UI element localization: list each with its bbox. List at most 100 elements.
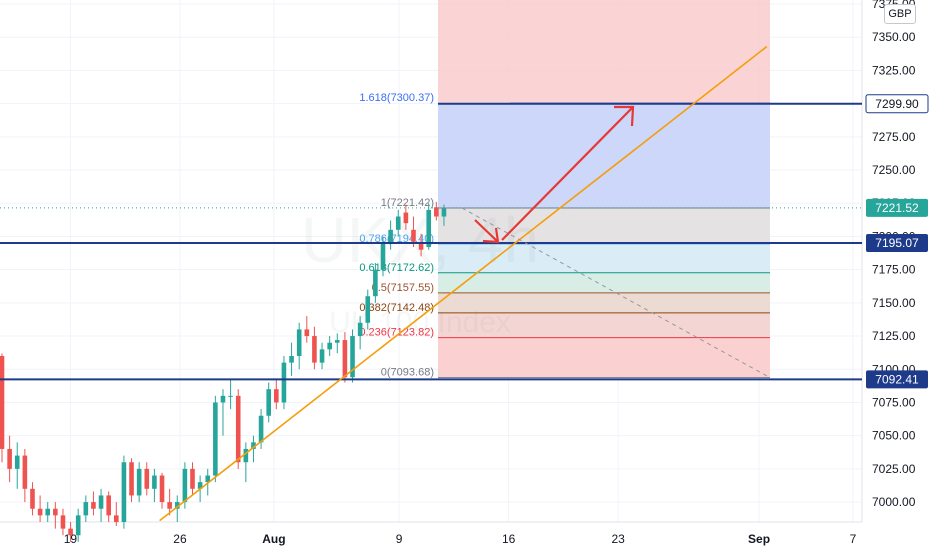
candle-body bbox=[197, 482, 203, 489]
candle-body bbox=[98, 495, 104, 509]
candle-body bbox=[91, 502, 96, 509]
fib-zones bbox=[438, 0, 770, 378]
y-tick-label: 7050.00 bbox=[872, 429, 916, 443]
candle-body bbox=[159, 475, 165, 503]
candle-body bbox=[68, 528, 73, 536]
x-tick-label: Sep bbox=[748, 532, 770, 546]
y-tick-label: 7325.00 bbox=[872, 63, 916, 77]
arrow-down-path bbox=[474, 219, 498, 242]
y-tick-label: 7025.00 bbox=[872, 462, 916, 476]
candle-body bbox=[373, 269, 378, 297]
candle-body bbox=[426, 209, 432, 248]
y-tick-label: 7150.00 bbox=[872, 296, 916, 310]
price-tag-7092-text: 7092.41 bbox=[875, 372, 919, 386]
candle-body bbox=[441, 208, 447, 217]
candle-body bbox=[365, 296, 371, 323]
candle-body bbox=[75, 515, 81, 536]
fib-band bbox=[438, 337, 770, 378]
x-tick-label: 19 bbox=[64, 532, 78, 546]
candle-body bbox=[182, 468, 188, 503]
fib-band bbox=[438, 272, 770, 293]
y-tick-label: 7075.00 bbox=[872, 395, 916, 409]
candle-body bbox=[228, 395, 233, 397]
x-tick-label: Aug bbox=[262, 532, 285, 546]
y-tick-label: 7125.00 bbox=[872, 329, 916, 343]
candle-body bbox=[136, 468, 142, 496]
candle-body bbox=[258, 415, 264, 443]
candle-body bbox=[45, 508, 51, 516]
price-tag-last-text: 7221.52 bbox=[875, 201, 919, 215]
candle-body bbox=[205, 475, 211, 483]
candle-body bbox=[0, 355, 5, 449]
y-tick-label: 7275.00 bbox=[872, 130, 916, 144]
x-tick-label: 9 bbox=[396, 532, 403, 546]
candle-body bbox=[418, 241, 424, 250]
y-tick-label: 7000.00 bbox=[872, 495, 916, 509]
drawn-lines[interactable] bbox=[0, 45, 862, 522]
price-tag-7092-bg bbox=[866, 370, 928, 389]
price-tag-7299-border bbox=[865, 94, 929, 114]
price-axis[interactable]: 7000.007025.007050.007075.007100.007125.… bbox=[865, 0, 929, 509]
y-tick-label: 7350.00 bbox=[872, 30, 916, 44]
fib-label: 0.618(7172.62) bbox=[359, 262, 434, 274]
x-tick-label: 16 bbox=[502, 532, 516, 546]
candle-body bbox=[289, 355, 294, 363]
x-tick-label: 7 bbox=[850, 532, 857, 546]
x-tick-label: 26 bbox=[173, 532, 187, 546]
currency-label: GBP bbox=[888, 8, 912, 20]
candle-body bbox=[296, 329, 302, 356]
currency-badge[interactable]: GBP bbox=[884, 4, 916, 24]
candle-body bbox=[220, 395, 226, 403]
watermark: UKX, 4h UK 100 Index bbox=[301, 204, 539, 339]
fib-label: 1(7221.42) bbox=[381, 197, 434, 209]
candle-body bbox=[274, 389, 279, 403]
candle-body bbox=[403, 212, 409, 224]
candle-body bbox=[350, 336, 355, 378]
arrow-down-head bbox=[482, 227, 500, 244]
time-axis[interactable]: 19 26 Aug 9 16 23 Sep 7 bbox=[64, 532, 857, 546]
price-tag-7195-bg bbox=[866, 233, 928, 252]
candle-body bbox=[129, 462, 134, 496]
target-zone bbox=[438, 103, 770, 208]
candle-body bbox=[7, 448, 12, 469]
watermark-symbol: UKX, 4h bbox=[301, 204, 539, 276]
candle-body bbox=[37, 508, 43, 516]
candle-body bbox=[251, 442, 256, 449]
candle-body bbox=[319, 349, 325, 363]
arrow-up-head bbox=[614, 105, 635, 127]
candle-body bbox=[60, 515, 66, 529]
fib-label: 0(7093.68) bbox=[381, 367, 434, 379]
price-tag-7195-text: 7195.07 bbox=[875, 236, 919, 250]
candle-body bbox=[235, 395, 241, 463]
candle-body bbox=[14, 455, 20, 469]
x-tick-label: 23 bbox=[611, 532, 625, 546]
candle-body bbox=[190, 468, 195, 489]
candle-body bbox=[395, 216, 401, 230]
candle-body bbox=[53, 508, 58, 516]
candle-body bbox=[334, 340, 340, 343]
candle-body bbox=[312, 336, 317, 363]
candle-body bbox=[327, 342, 332, 350]
candle-body bbox=[266, 389, 271, 416]
candle-body bbox=[357, 322, 363, 337]
fib-label: 1.618(7300.37) bbox=[359, 92, 434, 104]
candle-body bbox=[213, 402, 218, 476]
price-tag-last-bg bbox=[866, 198, 928, 217]
fib-band bbox=[438, 312, 770, 338]
fib-label: 0.5(7157.55) bbox=[372, 282, 434, 294]
candle-body bbox=[106, 495, 111, 516]
projection-line bbox=[461, 207, 771, 379]
candle-body bbox=[411, 229, 416, 242]
trend-line bbox=[159, 45, 768, 522]
candle-body bbox=[167, 502, 172, 509]
price-tag-7299-text: 7299.90 bbox=[875, 97, 919, 111]
candle-body bbox=[243, 448, 249, 463]
candle-body bbox=[144, 468, 150, 489]
candles bbox=[0, 201, 447, 542]
candle-body bbox=[30, 488, 35, 509]
candle-body bbox=[380, 243, 386, 270]
candle-body bbox=[342, 340, 348, 378]
candle-body bbox=[388, 229, 393, 244]
